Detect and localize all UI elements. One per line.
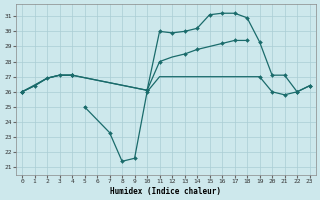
X-axis label: Humidex (Indice chaleur): Humidex (Indice chaleur) (110, 187, 221, 196)
